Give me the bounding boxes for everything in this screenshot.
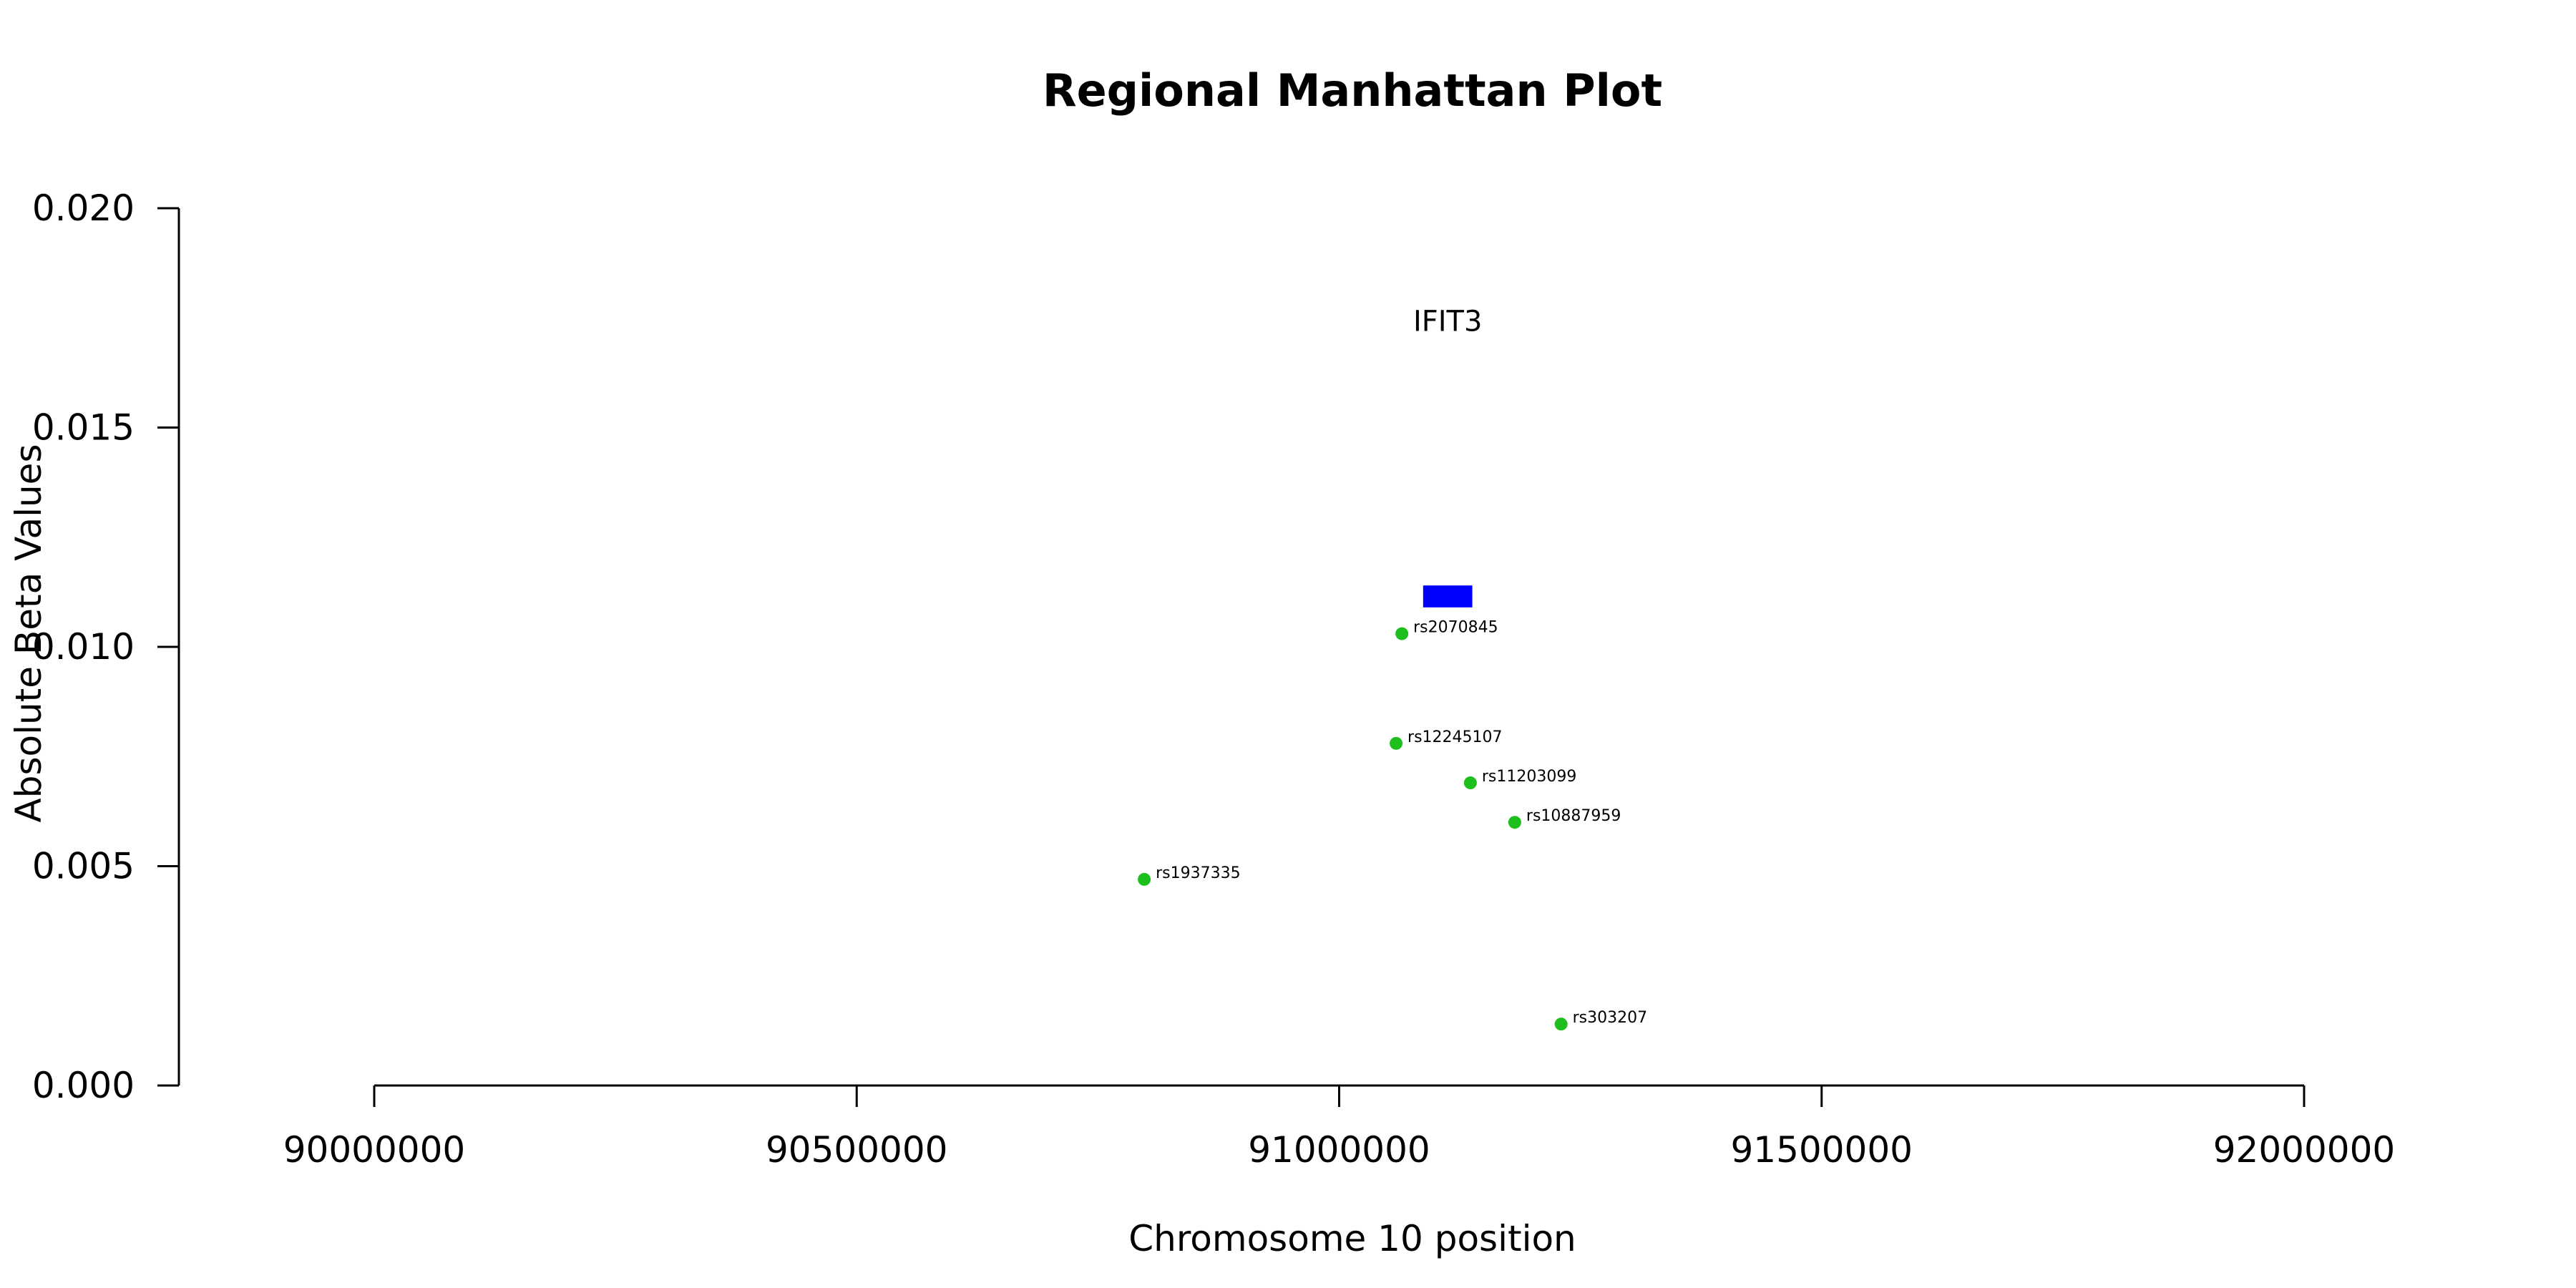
snp-point — [1463, 776, 1477, 790]
x-tick-label: 91000000 — [1248, 1129, 1430, 1171]
x-axis-title: Chromosome 10 position — [1128, 1218, 1576, 1259]
snp-point-label: rs12245107 — [1407, 728, 1502, 746]
chart-title: Regional Manhattan Plot — [1043, 64, 1662, 117]
snp-point-label: rs303207 — [1573, 1009, 1648, 1027]
snp-point — [1395, 627, 1409, 640]
snp-point-label: rs2070845 — [1413, 619, 1498, 637]
y-tick-label: 0.005 — [32, 846, 135, 887]
y-tick-label: 0.020 — [32, 187, 135, 229]
x-tick-label: 90500000 — [766, 1129, 948, 1171]
snp-point-label: rs1937335 — [1156, 864, 1241, 882]
gene-label: IFIT3 — [1413, 306, 1482, 338]
y-tick-label: 0.015 — [32, 407, 135, 449]
snp-point — [1508, 816, 1521, 829]
y-axis: 0.000 0.005 0.010 0.015 0.020 — [32, 187, 180, 1106]
snp-point — [1390, 736, 1403, 750]
snp-point-label: rs10887959 — [1526, 807, 1621, 825]
snp-point-label: rs11203099 — [1482, 768, 1576, 786]
snp-point — [1554, 1018, 1568, 1031]
gene-track: IFIT3 — [1413, 306, 1482, 608]
x-tick-label: 91500000 — [1731, 1129, 1913, 1171]
x-axis: 90000000 90500000 91000000 91500000 92000000 — [283, 1084, 2396, 1171]
gene-box-ifit3 — [1423, 585, 1473, 608]
y-axis-title: Absolute Beta Values — [8, 444, 49, 823]
snp-point — [1138, 872, 1151, 886]
snp-points: rs2070845 rs12245107 rs11203099 rs10887959 r… — [1138, 619, 1647, 1031]
x-tick-label: 90000000 — [283, 1129, 466, 1171]
y-tick-label: 0.010 — [32, 626, 135, 668]
y-tick-label: 0.000 — [32, 1065, 135, 1106]
x-tick-label: 92000000 — [2213, 1129, 2396, 1171]
